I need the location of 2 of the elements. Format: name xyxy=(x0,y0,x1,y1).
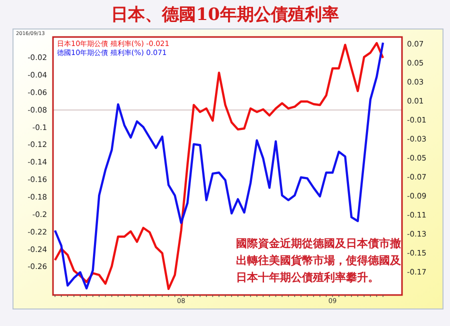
chart-title: 日本、德國10年期公債殖利率 xyxy=(111,5,339,25)
annotation: 國際資金近期從德國及日本債市撤出轉往美國貨幣市場，使得德國及日本十年期公債殖利率攀升。 xyxy=(236,237,402,284)
